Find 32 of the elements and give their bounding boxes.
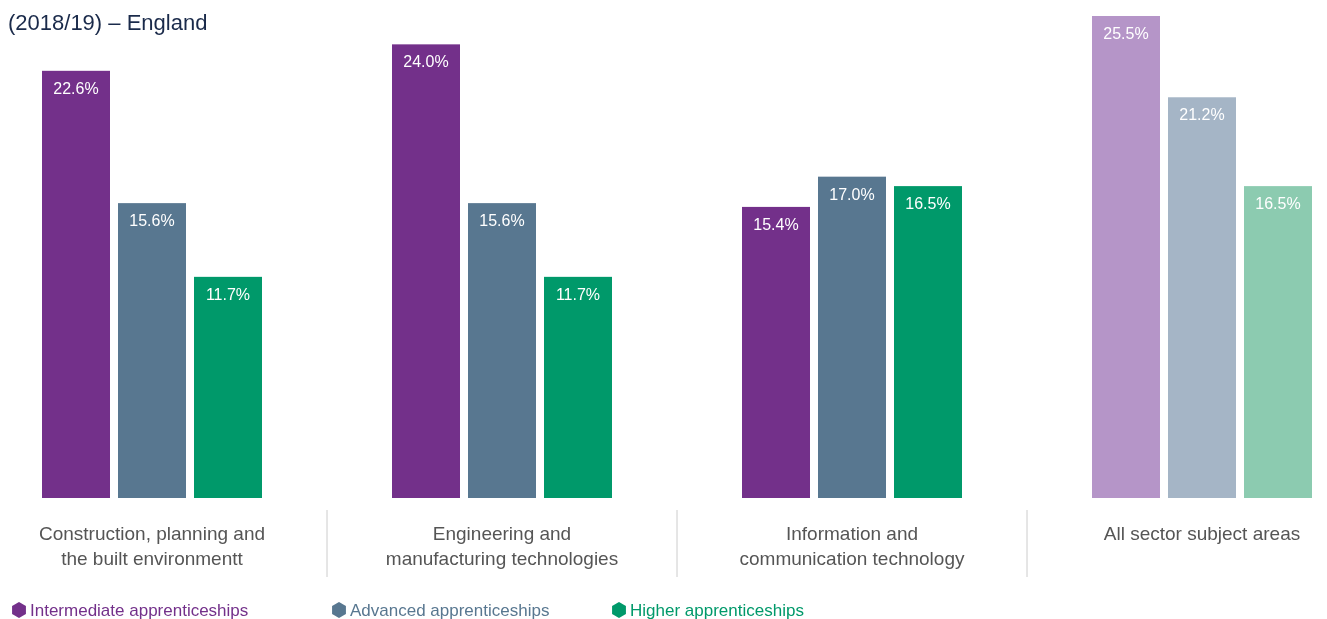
bar [544,276,612,498]
data-label: 25.5% [1103,25,1149,42]
bar [742,206,810,498]
bar [1244,186,1312,498]
data-label: 22.6% [53,79,99,97]
bar [1168,97,1236,498]
data-label: 24.0% [403,53,449,71]
data-label: 17.0% [829,185,875,203]
data-label: 15.6% [479,212,525,230]
bar [194,276,262,498]
legend-label: Advanced apprenticeships [350,601,550,619]
data-label: 15.6% [129,212,175,230]
x-tick-label: Engineering and manufacturing technologies [385,523,619,569]
data-label: 11.7% [205,285,251,303]
x-tick-label: All sector subject areas [1103,523,1301,544]
bar [894,186,962,498]
bar [42,70,110,498]
legend-label: Intermediate apprenticeships [30,601,249,619]
bar [468,203,536,498]
bar [1092,16,1160,498]
data-label: 21.2% [1179,106,1225,124]
data-label: 16.5% [905,195,951,213]
bar [392,44,460,498]
bar [118,203,186,498]
data-label: 15.4% [753,215,799,233]
chart-title: (2018/19) – England [8,10,208,35]
x-tick-label: Construction, planning and the built environmentt [38,523,266,569]
bar [818,176,886,498]
legend-label: Higher apprenticeships [630,601,804,619]
data-label: 16.5% [1255,195,1301,213]
data-label: 11.7% [555,285,601,303]
x-tick-label: Information and communication technology [739,523,965,569]
